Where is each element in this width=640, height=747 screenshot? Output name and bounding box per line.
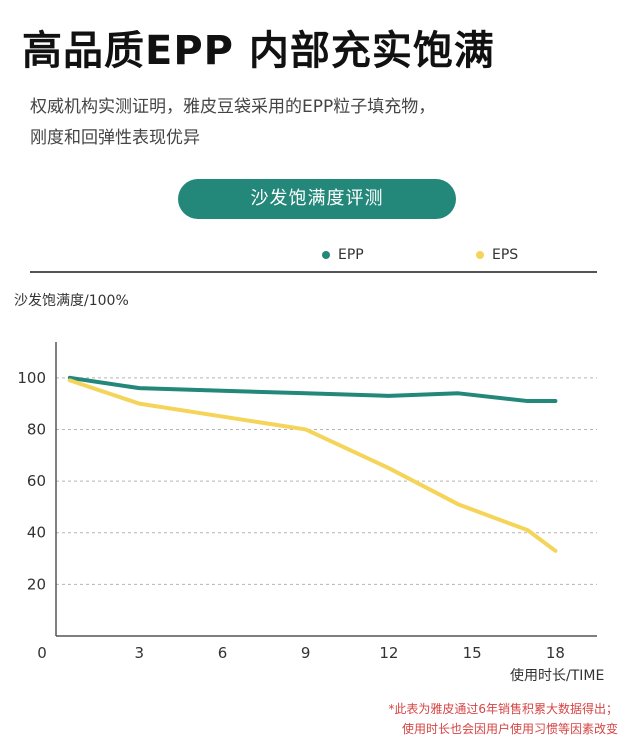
x-tick-label: 15 [463, 644, 482, 662]
legend-eps-label: EPS [492, 247, 519, 263]
legend-divider [30, 271, 597, 273]
subtitle-line-2: 刚度和回弹性表现优异 [30, 128, 200, 148]
legend-eps-dot [476, 251, 484, 259]
footnote-line-1: *此表为雅皮通过6年销售积累大数据得出； [388, 702, 618, 716]
y-tick-label: 100 [17, 369, 46, 387]
subtitle-line-1: 权威机构实测证明，雅皮豆袋采用的EPP粒子填充物， [30, 97, 436, 117]
x-tick-label: 6 [218, 644, 228, 662]
chart-title-badge: 沙发饱满度评测 [178, 179, 456, 219]
x-tick-label: 12 [379, 644, 398, 662]
series-line-eps [67, 378, 558, 553]
series-line-epp [67, 375, 558, 404]
x-tick-label: 9 [301, 644, 311, 662]
y-axis-label: 沙发饱满度/100% [14, 293, 129, 309]
footnote-line-2: 使用时长也会因用户使用习惯等因素改变 [401, 722, 618, 736]
x-tick-label: 3 [134, 644, 144, 662]
y-tick-label: 80 [27, 420, 46, 438]
x-tick-label: 0 [37, 644, 47, 662]
legend-epp-dot [322, 251, 330, 259]
x-axis-label: 使用时长/TIME [510, 668, 605, 684]
legend-epp: EPP [322, 247, 364, 263]
y-tick-label: 60 [27, 472, 46, 490]
legend-eps: EPS [476, 247, 518, 263]
y-tick-label: 20 [27, 575, 46, 593]
legend-epp-label: EPP [338, 247, 364, 263]
page-title: 高品质EPP 内部充实饱满 [22, 28, 495, 74]
y-tick-label: 40 [27, 524, 46, 542]
x-tick-label: 18 [546, 644, 565, 662]
